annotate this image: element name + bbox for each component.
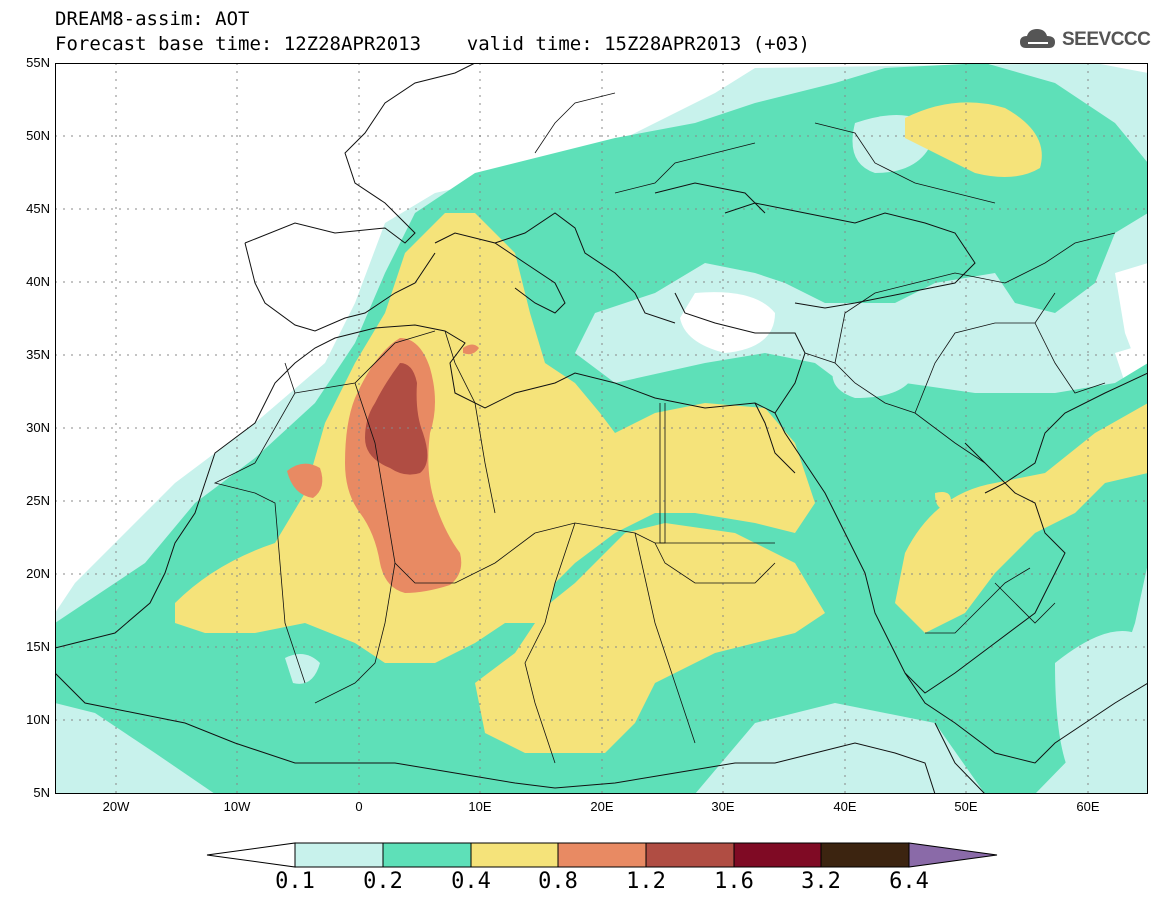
lon-label: 50E [954, 799, 978, 814]
lat-label: 10N [26, 712, 50, 727]
colorbar-label: 6.4 [889, 869, 929, 894]
aot-contour-1.2 [365, 363, 428, 475]
lat-label: 50N [26, 128, 50, 143]
colorbar-label: 0.8 [538, 869, 578, 894]
logo-text: SEEVCCC [1062, 29, 1151, 50]
clean-air-region [405, 63, 615, 178]
lon-label: 0 [355, 799, 363, 814]
colorbar-label: 0.1 [275, 869, 315, 894]
aot-contour-0.1 [55, 703, 215, 794]
cloud-icon [1020, 29, 1055, 48]
colorbar-swatch-1.2 [645, 842, 735, 868]
lon-label: 30E [711, 799, 735, 814]
colorbar-swatch-0.4 [470, 842, 559, 868]
aot-contour-0.1 [1055, 631, 1138, 783]
colorbar-swatch-0.1 [294, 842, 384, 868]
lat-label: 45N [26, 201, 50, 216]
aot-contour-0.8 [287, 463, 323, 498]
colorbar-over-arrow [908, 842, 998, 868]
aot-map [55, 63, 1148, 794]
colorbar-label: 0.4 [451, 869, 491, 894]
lat-label: 40N [26, 274, 50, 289]
colorbar-swatch-0.2 [382, 842, 472, 868]
lat-label: 55N [26, 55, 50, 70]
clean-air-region [680, 292, 775, 353]
lat-label: 25N [26, 493, 50, 508]
colorbar-swatch-1.6 [733, 842, 822, 868]
seevccc-logo: SEEVCCC [1018, 24, 1158, 56]
colorbar-label: 3.2 [801, 869, 841, 894]
lon-label: 60E [1076, 799, 1100, 814]
lon-label: 10E [468, 799, 492, 814]
colorbar-swatch-0.8 [557, 842, 647, 868]
lon-label: 10W [223, 799, 251, 814]
lat-label: 5N [33, 785, 50, 800]
graticule [55, 63, 1148, 794]
lat-label: 30N [26, 420, 50, 435]
coastlines [55, 63, 1148, 794]
map-border [55, 63, 1148, 794]
aot-contour-0.4 [905, 102, 1042, 177]
country-borders [213, 92, 1116, 764]
clean-air-region [55, 63, 385, 493]
aot-contour-0.1 [695, 703, 985, 794]
lat-label: 20N [26, 566, 50, 581]
aot-contour-0.4 [895, 403, 1148, 633]
colorbar-under-arrow [206, 842, 296, 868]
aot-contour-0.1 [285, 654, 320, 684]
colorbar [206, 842, 998, 868]
colorbar-swatch-3.2 [820, 842, 910, 868]
colorbar-label: 0.2 [363, 869, 403, 894]
lat-label: 35N [26, 347, 50, 362]
aot-contour-0.8 [463, 344, 479, 355]
lon-label: 40E [833, 799, 857, 814]
colorbar-label: 1.6 [714, 869, 754, 894]
lon-label: 20W [102, 799, 130, 814]
aot-contour-0.1 [832, 359, 915, 398]
forecast-time-line: Forecast base time: 12Z28APR2013 valid t… [55, 33, 810, 55]
colorbar-label: 1.2 [626, 869, 666, 894]
aot-contour-0.4 [175, 213, 825, 753]
map-title: DREAM8-assim: AOT [55, 8, 250, 30]
lon-label: 20E [590, 799, 614, 814]
lat-label: 15N [26, 639, 50, 654]
